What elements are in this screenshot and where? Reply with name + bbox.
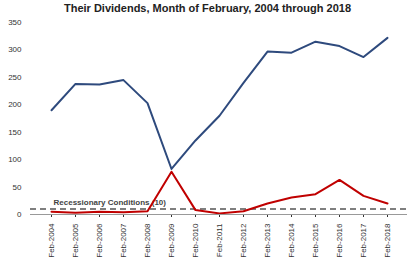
svg-text:0: 0 bbox=[17, 210, 22, 219]
svg-text:Feb-2012: Feb-2012 bbox=[239, 223, 248, 258]
svg-text:Feb-2017: Feb-2017 bbox=[359, 223, 368, 258]
svg-text:200: 200 bbox=[8, 100, 22, 109]
html-text:Their Dividends, Month of Febr: Their Dividends, Month of February, 2004… bbox=[64, 2, 351, 14]
svg-text:Feb-2018: Feb-2018 bbox=[383, 223, 392, 258]
svg-text:350: 350 bbox=[8, 18, 22, 27]
svg-text:Feb-2008: Feb-2008 bbox=[143, 223, 152, 258]
svg-text:100: 100 bbox=[8, 155, 22, 164]
svg-text:250: 250 bbox=[8, 73, 22, 82]
svg-text:Feb-2007: Feb-2007 bbox=[119, 223, 128, 258]
svg-text:150: 150 bbox=[8, 128, 22, 137]
svg-text:Feb-2006: Feb-2006 bbox=[95, 223, 104, 258]
svg-text:Feb-2010: Feb-2010 bbox=[191, 223, 200, 258]
svg-text:300: 300 bbox=[8, 45, 22, 54]
svg-text:Feb-2014: Feb-2014 bbox=[287, 223, 296, 258]
svg-text:Feb-2015: Feb-2015 bbox=[311, 223, 320, 258]
svg-text:Feb-2016: Feb-2016 bbox=[335, 223, 344, 258]
svg-text:Feb-2004: Feb-2004 bbox=[47, 223, 56, 258]
svg-text:Feb-2005: Feb-2005 bbox=[71, 223, 80, 258]
svg-text:Recessionary Conditions (10): Recessionary Conditions (10) bbox=[54, 198, 167, 207]
svg-text:Feb-2009: Feb-2009 bbox=[167, 223, 176, 258]
svg-text:Feb-2013: Feb-2013 bbox=[263, 223, 272, 258]
svg-text:Feb-2011: Feb-2011 bbox=[215, 223, 224, 257]
svg-text:50: 50 bbox=[13, 183, 22, 192]
